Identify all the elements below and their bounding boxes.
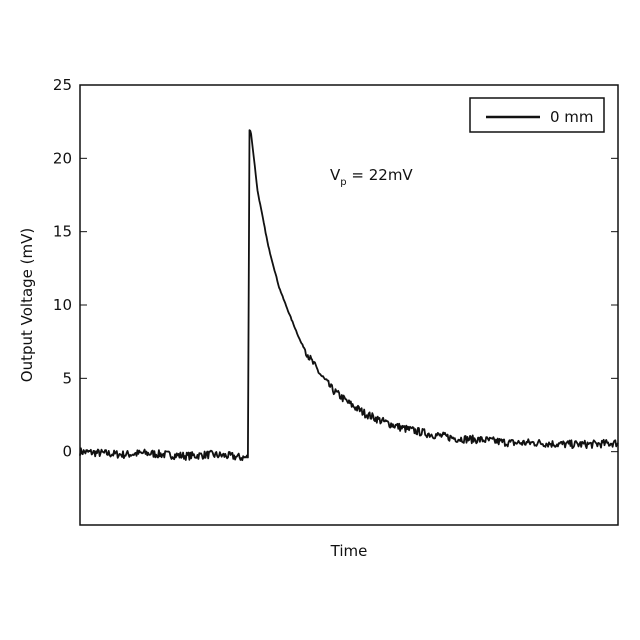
y-axis-label: Output Voltage (mV) xyxy=(18,228,36,382)
legend-label: 0 mm xyxy=(550,108,594,126)
peak-annotation-value: = 22mV xyxy=(347,166,414,184)
y-tick-label: 25 xyxy=(53,76,72,94)
y-tick-label: 10 xyxy=(53,296,72,314)
y-tick-label: 0 xyxy=(62,443,72,461)
legend: 0 mm xyxy=(470,98,604,132)
y-tick-label: 15 xyxy=(53,223,72,241)
peak-annotation: Vp = 22mV xyxy=(330,166,413,188)
plot-frame xyxy=(80,85,618,525)
tick-group: 0 5 10 15 20 25 xyxy=(53,76,618,461)
x-axis-label: Time xyxy=(330,542,368,560)
y-tick-label: 20 xyxy=(53,149,72,167)
y-tick-label: 5 xyxy=(62,369,72,387)
